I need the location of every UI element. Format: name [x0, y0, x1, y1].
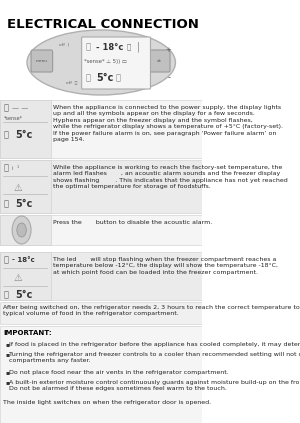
Text: i  ¹: i ¹: [12, 165, 19, 170]
Text: While the appliance is working to reach the factory-set temperature, the
alarm l: While the appliance is working to reach …: [52, 165, 287, 189]
Text: ⬛: ⬛: [3, 291, 8, 299]
Text: ⬛: ⬛: [3, 200, 8, 209]
Bar: [0, 100, 202, 158]
Bar: [0, 326, 202, 423]
Text: menu: menu: [36, 59, 48, 63]
Text: ▪: ▪: [5, 380, 10, 385]
Text: A built-in exterior moisture control continuously guards against moisture build-: A built-in exterior moisture control con…: [9, 380, 300, 391]
Text: 5°c: 5°c: [96, 73, 113, 83]
Text: - 18°c: - 18°c: [96, 42, 123, 52]
Text: IMPORTANT:: IMPORTANT:: [3, 330, 52, 336]
Bar: [0, 252, 51, 300]
Text: 5°c: 5°c: [15, 199, 32, 209]
Text: *sense* ⚠ 5)) ▭: *sense* ⚠ 5)) ▭: [84, 60, 127, 64]
Text: 5°c: 5°c: [15, 290, 32, 300]
Text: -: -: [167, 74, 170, 82]
Text: off  ⏻: off ⏻: [66, 80, 77, 84]
Text: When the appliance is connected to the power supply, the display lights
up and a: When the appliance is connected to the p…: [52, 105, 283, 142]
FancyBboxPatch shape: [148, 50, 170, 72]
Bar: [0, 252, 202, 300]
FancyBboxPatch shape: [82, 37, 151, 89]
Ellipse shape: [27, 30, 176, 95]
Bar: [0, 215, 51, 245]
Text: ok: ok: [157, 59, 162, 63]
Text: ⬛: ⬛: [86, 74, 91, 82]
Text: ⬛: ⬛: [3, 131, 8, 140]
Circle shape: [12, 216, 31, 244]
Text: — —: — —: [12, 105, 28, 111]
Bar: [0, 100, 51, 158]
Text: ⚠: ⚠: [14, 273, 22, 283]
Text: 🌡: 🌡: [116, 74, 121, 82]
Text: 🔒: 🔒: [126, 44, 130, 50]
Text: ⬛: ⬛: [86, 42, 91, 52]
Text: 5°c: 5°c: [15, 130, 32, 140]
Circle shape: [17, 223, 26, 237]
Text: ▪: ▪: [5, 342, 10, 347]
Text: ⬛: ⬛: [3, 255, 8, 264]
Bar: [0, 302, 202, 324]
Text: Turning the refrigerator and freezer controls to a cooler than recommended setti: Turning the refrigerator and freezer con…: [9, 352, 300, 363]
Text: ELECTRICAL CONNECTION: ELECTRICAL CONNECTION: [7, 18, 199, 31]
Text: - 18°c: - 18°c: [12, 257, 35, 263]
Text: ▪: ▪: [5, 370, 10, 375]
Text: Do not place food near the air vents in the refrigerator compartment.: Do not place food near the air vents in …: [9, 370, 229, 375]
Text: The inside light switches on when the refrigerator door is opened.: The inside light switches on when the re…: [3, 400, 212, 405]
Text: After being switched on, the refrigerator needs 2, 3 hours to reach the correct : After being switched on, the refrigerato…: [3, 305, 300, 316]
Text: *sense*: *sense*: [3, 115, 22, 121]
Text: ▪: ▪: [5, 352, 10, 357]
Text: If food is placed in the refrigerator before the appliance has cooled completely: If food is placed in the refrigerator be…: [9, 342, 300, 347]
Text: +: +: [166, 47, 172, 53]
Text: ⚠: ⚠: [14, 183, 22, 193]
Bar: [0, 160, 202, 213]
FancyBboxPatch shape: [31, 50, 52, 72]
Text: |: |: [136, 42, 140, 52]
Bar: [0, 160, 51, 213]
Text: off  |: off |: [59, 42, 70, 46]
Text: The led       will stop flashing when the freezer compartment reaches a
temperat: The led will stop flashing when the free…: [52, 257, 278, 275]
Text: ⬛: ⬛: [3, 164, 8, 173]
Text: ⬛: ⬛: [3, 104, 8, 113]
Bar: [0, 215, 202, 245]
Text: Press the       button to disable the acoustic alarm.: Press the button to disable the acoustic…: [52, 220, 212, 225]
